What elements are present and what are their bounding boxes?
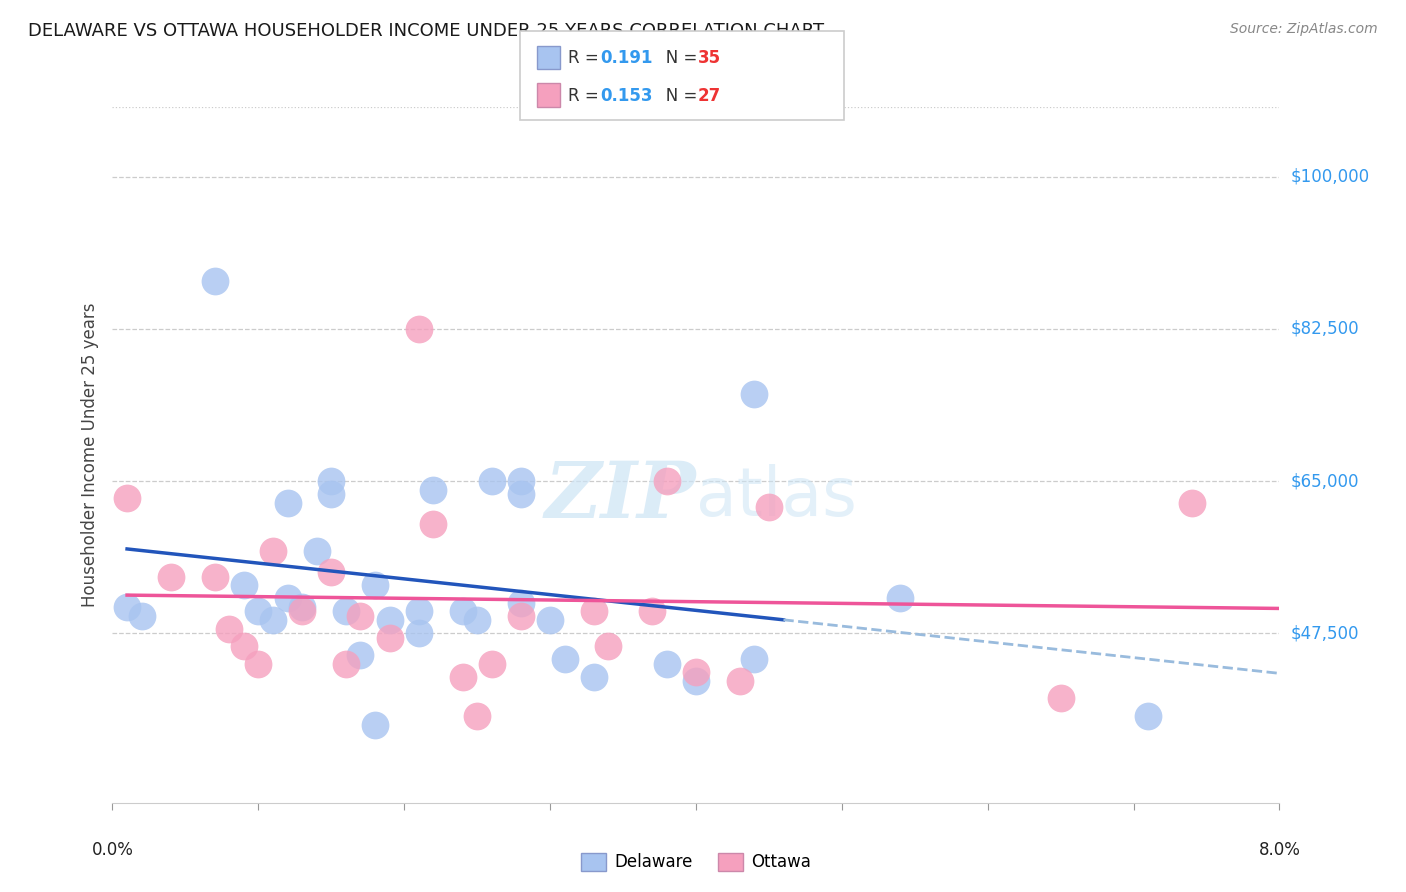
Point — [582, 670, 605, 684]
Point — [291, 600, 314, 615]
Point — [451, 670, 474, 684]
Point — [1049, 691, 1071, 706]
Point — [364, 578, 387, 592]
Point — [349, 648, 371, 662]
Text: R =: R = — [568, 49, 605, 67]
Text: $47,500: $47,500 — [1291, 624, 1360, 642]
Point — [247, 657, 270, 671]
Point — [1181, 496, 1204, 510]
Point — [685, 674, 707, 689]
Text: $100,000: $100,000 — [1291, 168, 1369, 186]
Text: DELAWARE VS OTTAWA HOUSEHOLDER INCOME UNDER 25 YEARS CORRELATION CHART: DELAWARE VS OTTAWA HOUSEHOLDER INCOME UN… — [28, 22, 824, 40]
Point — [598, 639, 620, 653]
Point — [378, 613, 401, 627]
Point — [685, 665, 707, 680]
Point — [335, 605, 357, 619]
Point — [204, 274, 226, 288]
Point — [232, 578, 254, 592]
Point — [349, 608, 371, 623]
Point — [408, 626, 430, 640]
Point — [131, 608, 153, 623]
Point — [728, 674, 751, 689]
Text: ZIP: ZIP — [544, 458, 696, 535]
Point — [408, 605, 430, 619]
Point — [247, 605, 270, 619]
Point — [509, 596, 531, 610]
Point — [481, 474, 503, 488]
Point — [115, 600, 138, 615]
Point — [160, 570, 183, 584]
Text: $65,000: $65,000 — [1291, 472, 1360, 490]
Point — [422, 517, 444, 532]
Point — [655, 657, 678, 671]
Point — [262, 613, 284, 627]
Point — [509, 474, 531, 488]
Point — [509, 487, 531, 501]
Point — [378, 631, 401, 645]
Point — [115, 491, 138, 506]
Point — [582, 605, 605, 619]
Text: 8.0%: 8.0% — [1258, 841, 1301, 859]
Text: Source: ZipAtlas.com: Source: ZipAtlas.com — [1230, 22, 1378, 37]
Point — [262, 543, 284, 558]
Text: N =: N = — [650, 49, 702, 67]
Point — [335, 657, 357, 671]
Point — [538, 613, 561, 627]
Point — [742, 652, 765, 666]
Text: $82,500: $82,500 — [1291, 320, 1360, 338]
Legend: Delaware, Ottawa: Delaware, Ottawa — [574, 846, 818, 878]
Point — [408, 322, 430, 336]
Point — [232, 639, 254, 653]
Point — [364, 717, 387, 731]
Point — [291, 605, 314, 619]
Point — [276, 591, 298, 606]
Point — [655, 474, 678, 488]
Point — [554, 652, 576, 666]
Point — [758, 500, 780, 515]
Point — [321, 487, 343, 501]
Text: 0.191: 0.191 — [600, 49, 652, 67]
Text: 35: 35 — [697, 49, 720, 67]
Point — [465, 613, 488, 627]
Point — [641, 605, 664, 619]
Point — [305, 543, 328, 558]
Text: atlas: atlas — [696, 464, 856, 530]
Point — [321, 566, 343, 580]
Point — [422, 483, 444, 497]
Point — [481, 657, 503, 671]
Text: 0.153: 0.153 — [600, 87, 652, 105]
Text: 0.0%: 0.0% — [91, 841, 134, 859]
Point — [1137, 708, 1160, 723]
Point — [465, 708, 488, 723]
Text: R =: R = — [568, 87, 605, 105]
Point — [889, 591, 911, 606]
Point — [276, 496, 298, 510]
Point — [742, 387, 765, 401]
Text: 27: 27 — [697, 87, 721, 105]
Y-axis label: Householder Income Under 25 years: Householder Income Under 25 years — [80, 302, 98, 607]
Text: N =: N = — [650, 87, 702, 105]
Point — [451, 605, 474, 619]
Point — [509, 608, 531, 623]
Point — [204, 570, 226, 584]
Point — [321, 474, 343, 488]
Point — [218, 622, 240, 636]
